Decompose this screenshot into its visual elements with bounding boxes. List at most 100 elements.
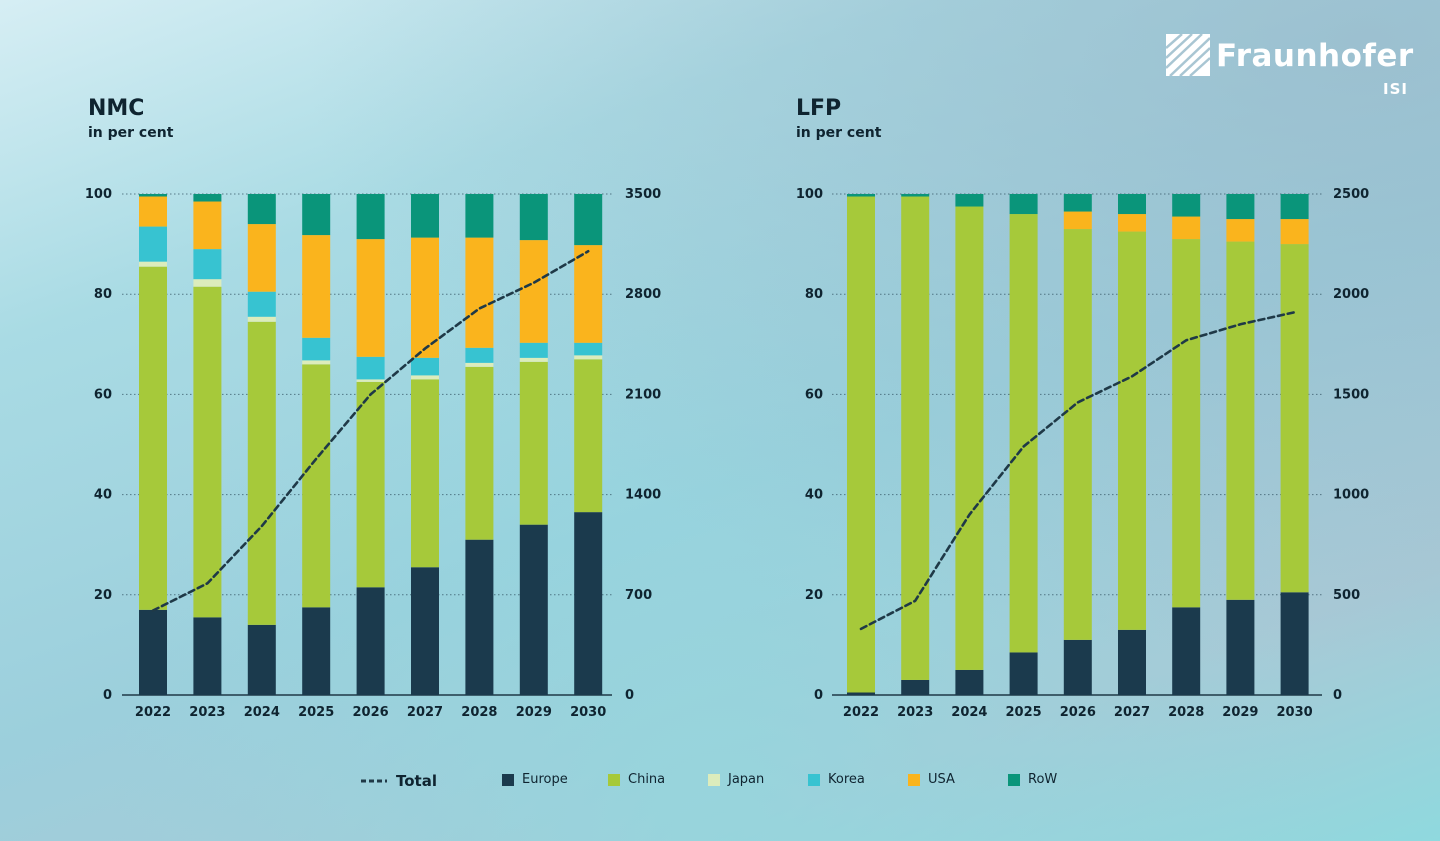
nmc-bar-china-2029 xyxy=(519,361,548,525)
nmc-bar-europe-2022 xyxy=(139,609,167,695)
lfp-bar-china-2026 xyxy=(1063,229,1092,640)
lfp-bar-usa-2029 xyxy=(1226,219,1255,242)
lfp-x-tick-label: 2025 xyxy=(1006,705,1042,720)
lfp-x-tick-label: 2024 xyxy=(951,705,987,720)
lfp-y2-tick-label: 1500 xyxy=(1333,387,1369,402)
nmc-y2-tick-label: 1400 xyxy=(625,488,661,503)
brand-sub: ISI xyxy=(1383,80,1408,98)
lfp-y2-tick-label: 2500 xyxy=(1333,187,1369,202)
nmc-bar-china-2024 xyxy=(247,321,276,625)
lfp-bar-row-2024 xyxy=(955,194,984,207)
lfp-x-tick-label: 2027 xyxy=(1114,705,1150,720)
nmc-bar-korea-2025 xyxy=(302,337,331,361)
legend-item-china: China xyxy=(608,772,665,787)
nmc-y-tick-label: 40 xyxy=(94,488,112,503)
nmc-bar-china-2030 xyxy=(574,359,603,513)
lfp-y2-tick-label: 500 xyxy=(1333,588,1360,603)
legend-label-japan: Japan xyxy=(728,772,765,787)
lfp-bar-china-2025 xyxy=(1009,214,1038,653)
nmc-y2-tick-label: 2100 xyxy=(625,387,661,402)
legend-swatch-china xyxy=(608,773,620,786)
lfp-x-tick-label: 2026 xyxy=(1060,705,1096,720)
nmc-x-tick-label: 2030 xyxy=(570,705,606,720)
nmc-bar-china-2027 xyxy=(411,379,439,568)
nmc-bar-japan-2023 xyxy=(193,279,222,287)
fraunhofer-mark-icon xyxy=(1166,34,1210,76)
nmc-bar-korea-2030 xyxy=(574,342,603,356)
nmc-x-tick-label: 2029 xyxy=(516,705,552,720)
lfp-bar-china-2027 xyxy=(1118,231,1146,630)
lfp-y2-tick-label: 1000 xyxy=(1333,488,1369,503)
nmc-bar-usa-2025 xyxy=(302,235,331,338)
nmc-bar-row-2024 xyxy=(247,194,276,225)
nmc-bar-japan-2027 xyxy=(411,375,439,380)
nmc-bar-korea-2028 xyxy=(465,347,494,363)
lfp-bar-china-2024 xyxy=(955,206,984,670)
nmc-y2-tick-label: 2800 xyxy=(625,287,661,302)
fraunhofer-logo: Fraunhofer ISI xyxy=(1166,32,1413,102)
lfp-y-tick-label: 0 xyxy=(814,688,823,703)
legend-label-europe: Europe xyxy=(522,772,568,787)
lfp-y-tick-label: 100 xyxy=(796,187,823,202)
legend-swatch-row xyxy=(1008,773,1020,786)
nmc-bar-korea-2026 xyxy=(356,356,385,380)
nmc-bar-korea-2022 xyxy=(139,226,167,262)
nmc-bar-row-2028 xyxy=(465,194,494,238)
legend-item-europe: Europe xyxy=(502,772,568,787)
legend-label-korea: Korea xyxy=(828,772,865,787)
nmc-bar-korea-2029 xyxy=(519,342,548,358)
nmc-bar-korea-2024 xyxy=(247,291,276,317)
lfp-bar-usa-2027 xyxy=(1118,214,1146,232)
nmc-bar-china-2023 xyxy=(193,286,222,618)
nmc-x-tick-label: 2023 xyxy=(189,705,225,720)
legend-item-japan: Japan xyxy=(708,772,764,787)
lfp-x-tick-label: 2023 xyxy=(897,705,933,720)
brand-name: Fraunhofer xyxy=(1216,38,1414,74)
nmc-bar-china-2022 xyxy=(139,266,167,610)
nmc-y2-tick-label: 0 xyxy=(625,688,634,703)
lfp-y-tick-label: 40 xyxy=(805,488,823,503)
lfp-bar-china-2022 xyxy=(847,196,875,693)
legend-item-row: RoW xyxy=(1008,772,1057,787)
nmc-y-tick-label: 20 xyxy=(94,588,112,603)
lfp-x-tick-label: 2029 xyxy=(1222,705,1258,720)
lfp-y-tick-label: 20 xyxy=(805,588,823,603)
nmc-bar-row-2022 xyxy=(139,194,167,197)
nmc-bar-row-2030 xyxy=(574,194,603,246)
nmc-bar-usa-2029 xyxy=(519,240,548,343)
lfp-bar-europe-2026 xyxy=(1063,639,1092,695)
lfp-bar-row-2026 xyxy=(1063,194,1092,212)
lfp-bar-row-2027 xyxy=(1118,194,1146,215)
lfp-bar-europe-2024 xyxy=(955,669,984,695)
lfp-bar-row-2028 xyxy=(1172,194,1201,217)
lfp-bar-usa-2026 xyxy=(1063,211,1092,230)
nmc-bar-europe-2024 xyxy=(247,624,276,695)
lfp-x-tick-label: 2030 xyxy=(1277,705,1313,720)
nmc-bar-europe-2026 xyxy=(356,587,385,695)
lfp-bar-row-2029 xyxy=(1226,194,1255,220)
nmc-bar-europe-2028 xyxy=(465,539,494,695)
legend-swatch-europe xyxy=(502,773,514,786)
nmc-bar-japan-2028 xyxy=(465,362,494,367)
lfp-bar-europe-2025 xyxy=(1009,652,1038,695)
lfp-bar-europe-2022 xyxy=(847,692,875,695)
legend-label-usa: USA xyxy=(928,772,955,787)
nmc-bar-europe-2029 xyxy=(519,524,548,695)
nmc-bar-europe-2025 xyxy=(302,607,331,695)
nmc-total-line xyxy=(151,249,590,612)
lfp-bar-europe-2029 xyxy=(1226,599,1255,695)
nmc-chart: 0 20 40 60 80 100 0 700 1400 2100 2800 3500 2022 2023… xyxy=(85,187,661,720)
lfp-y2-tick-label: 0 xyxy=(1333,688,1342,703)
nmc-y-tick-label: 80 xyxy=(94,287,112,302)
lfp-bar-usa-2028 xyxy=(1172,216,1201,240)
lfp-bar-row-2023 xyxy=(901,194,930,197)
lfp-x-tick-label: 2028 xyxy=(1168,705,1204,720)
nmc-x-tick-label: 2026 xyxy=(353,705,389,720)
nmc-chart-ylabel: in per cent xyxy=(88,125,174,141)
nmc-bar-korea-2027 xyxy=(411,357,439,376)
nmc-x-tick-label: 2028 xyxy=(461,705,497,720)
nmc-bar-row-2025 xyxy=(302,194,331,236)
lfp-total-line xyxy=(859,310,1296,631)
lfp-bar-china-2028 xyxy=(1172,239,1201,608)
